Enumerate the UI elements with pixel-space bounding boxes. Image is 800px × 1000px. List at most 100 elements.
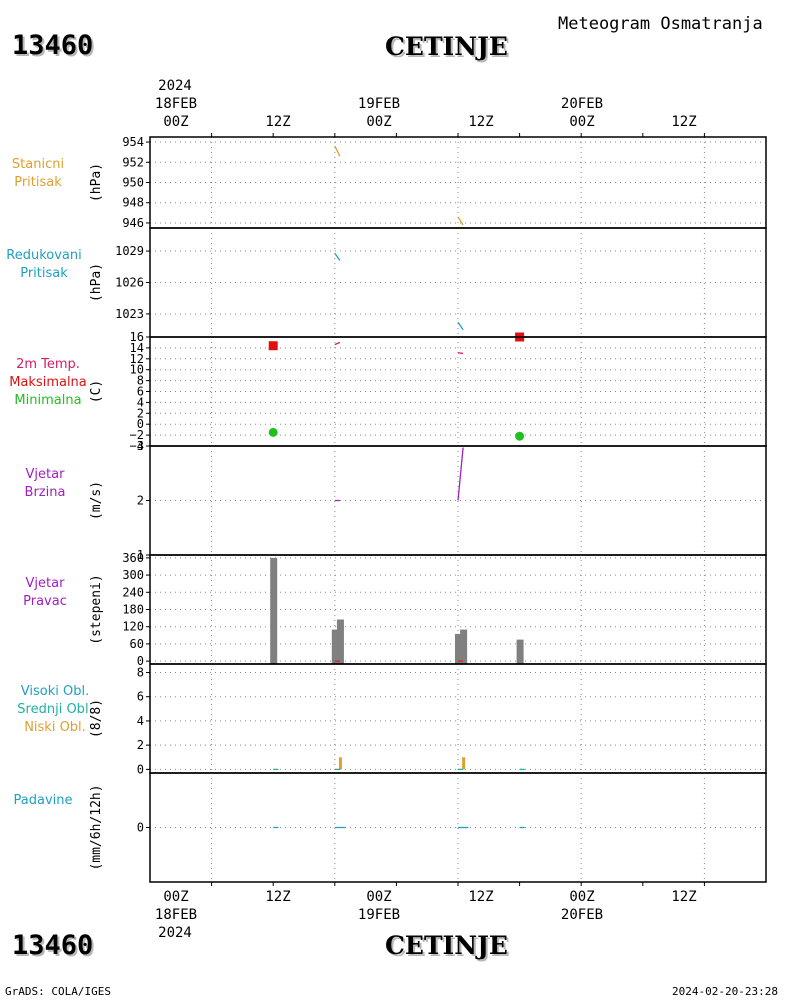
precip-panel-label: Padavine (0, 792, 86, 810)
unit-label: (stepeni) (89, 574, 104, 644)
bottom-hour-label: 00Z (163, 889, 189, 905)
y-tick-label: 4 (137, 395, 144, 409)
wind-direction-bar (516, 639, 524, 664)
label-line: Niski Obl. (24, 720, 86, 735)
mslp-panel-label: Redukovani Pritisak (0, 247, 88, 283)
y-tick-label: 0 (137, 417, 144, 431)
label-line: Padavine (13, 793, 73, 808)
bottom-hour-label: 00Z (569, 889, 595, 905)
series-line (457, 216, 464, 226)
y-tick-label: 954 (122, 135, 144, 149)
max-temp-marker (268, 341, 278, 351)
wind-speed-panel-label: Vjetar Brzina (0, 466, 90, 502)
unit-label: (m/s) (89, 481, 104, 520)
station-name-bottom: CETINJE (385, 931, 508, 960)
wind-direction-bar (331, 629, 339, 664)
y-tick-label: 4 (137, 714, 144, 728)
bottom-day-label: 20FEB (560, 907, 604, 923)
cloud-panel-label: Visoki Obl. Srednji Obl. Niski Obl. (0, 683, 110, 737)
top-year-label: 2024 (158, 78, 192, 94)
wind-direction-bar (455, 633, 462, 664)
series-line (334, 341, 341, 346)
pressure-panel-label: Stanicni Pritisak (0, 156, 76, 192)
series-line (457, 321, 464, 331)
wind-direction-bar (460, 629, 468, 664)
label-line: Pritisak (14, 175, 62, 190)
series-line (334, 145, 341, 157)
y-tick-label: 60 (130, 637, 144, 651)
bottom-day-label: 19FEB (357, 907, 401, 923)
y-tick-label: 6 (137, 690, 144, 704)
bottom-hour-label: 12Z (671, 889, 697, 905)
unit-label: (C) (89, 380, 104, 403)
y-tick-label: 946 (122, 216, 144, 230)
panel-frame (149, 663, 767, 774)
station-id-top: 13460 (12, 30, 94, 61)
temp-panel-label: 2m Temp. Maksimalna Minimalna (0, 356, 96, 410)
top-hour-label: 00Z (163, 114, 189, 130)
y-tick-label: 950 (122, 176, 144, 190)
unit-label: (mm/6h/12h) (89, 784, 104, 870)
wind-dir-panel-label: Vjetar Pravac (0, 575, 90, 611)
top-hour-label: 12Z (265, 114, 291, 130)
wind-direction-bar (336, 619, 344, 664)
y-tick-label: 952 (122, 155, 144, 169)
y-tick-label: 180 (122, 603, 144, 617)
top-hour-label: 12Z (671, 114, 697, 130)
y-tick-label: 2 (137, 494, 144, 508)
min-temp-marker (268, 427, 278, 437)
label-line: Pritisak (20, 266, 68, 281)
y-tick-label: 14 (130, 341, 144, 355)
y-tick-label: 1023 (115, 307, 144, 321)
y-tick-label: 2 (137, 738, 144, 752)
series-line (457, 447, 464, 501)
y-tick-label: −2 (130, 428, 144, 442)
y-tick-label: 360 (122, 551, 144, 565)
y-tick-label: 120 (122, 620, 144, 634)
label-line: Minimalna (14, 393, 82, 408)
y-tick-label: 6 (137, 385, 144, 399)
top-day-label: 18FEB (154, 96, 198, 112)
y-tick-label: 240 (122, 585, 144, 599)
y-tick-label: 12 (130, 352, 144, 366)
top-hour-label: 12Z (468, 114, 494, 130)
station-id-bottom: 13460 (12, 930, 94, 961)
label-line: Srednji Obl. (17, 702, 93, 717)
label-line: Vjetar (25, 576, 65, 591)
y-tick-label: −4 (130, 439, 144, 453)
cloud-bar (338, 757, 342, 770)
cloud-bar (462, 757, 466, 770)
top-day-label: 20FEB (560, 96, 604, 112)
label-line: Visoki Obl. (20, 684, 90, 699)
label-line: 2m Temp. (16, 357, 80, 372)
y-tick-label: 10 (130, 363, 144, 377)
y-tick-label: 948 (122, 196, 144, 210)
label-line: Stanicni (11, 157, 65, 172)
y-tick-label: 1029 (115, 244, 144, 258)
grads-credit: GrADS: COLA/IGES (5, 985, 111, 998)
label-line: Maksimalna (9, 375, 87, 390)
meteogram-subtitle: Meteogram Osmatranja (558, 14, 763, 34)
label-line: Redukovani (6, 248, 82, 263)
bottom-hour-label: 12Z (265, 889, 291, 905)
panel-frame (149, 227, 767, 338)
unit-label: (8/8) (89, 699, 104, 738)
series-line (457, 352, 464, 355)
y-tick-label: 0 (137, 654, 144, 668)
label-line: Vjetar (25, 467, 65, 482)
bottom-hour-label: 00Z (366, 889, 392, 905)
y-tick-label: 3 (137, 439, 144, 453)
top-day-label: 19FEB (357, 96, 401, 112)
top-hour-label: 00Z (366, 114, 392, 130)
label-line: Brzina (24, 485, 66, 500)
wind-direction-bar (270, 557, 278, 664)
y-tick-label: 8 (137, 374, 144, 388)
y-tick-label: 300 (122, 568, 144, 582)
y-tick-label: 0 (137, 762, 144, 776)
min-temp-marker (515, 431, 525, 441)
bottom-hour-label: 12Z (468, 889, 494, 905)
top-hour-label: 00Z (569, 114, 595, 130)
y-tick-label: 16 (130, 330, 144, 344)
station-name-top: CETINJE (385, 32, 508, 61)
